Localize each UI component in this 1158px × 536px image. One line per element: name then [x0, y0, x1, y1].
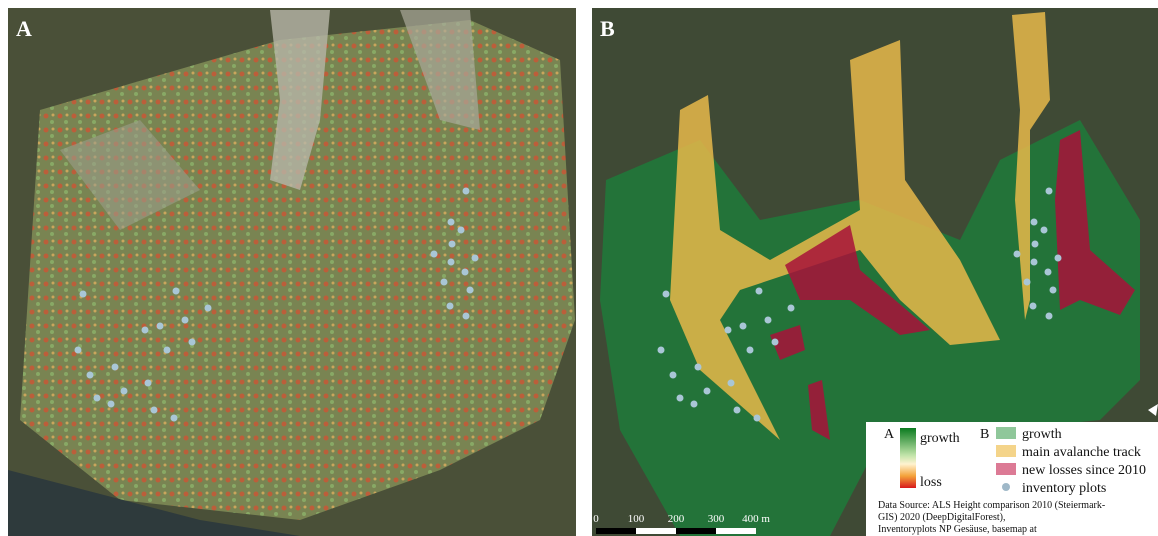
inventory-plot — [1046, 188, 1053, 195]
inventory-plot — [463, 188, 470, 195]
inventory-plot — [145, 380, 152, 387]
color-ramp — [900, 428, 916, 488]
inventory-plot — [663, 291, 670, 298]
inventory-plot — [112, 364, 119, 371]
inventory-plot — [658, 347, 665, 354]
figure: A B 0 100 200 300 400 m A growth loss B — [0, 0, 1158, 536]
inventory-plot — [670, 372, 677, 379]
inventory-plot — [458, 227, 465, 234]
legend-text: inventory plots — [1022, 481, 1106, 496]
inventory-plot — [87, 372, 94, 379]
inventory-plot — [182, 317, 189, 324]
inventory-plot — [472, 255, 479, 262]
inventory-plot — [740, 323, 747, 330]
inventory-plot — [754, 415, 761, 422]
inventory-plot — [447, 303, 454, 310]
panel-label: A — [16, 16, 32, 41]
legend-label: A — [884, 427, 895, 442]
inventory-plot — [1014, 251, 1021, 258]
legend-text: growth — [920, 431, 960, 446]
inventory-plot — [1050, 287, 1057, 294]
inventory-plot — [189, 339, 196, 346]
source-text: Inventoryplots NP Gesäuse, basemap at — [878, 524, 1037, 535]
legend-text: growth — [1022, 427, 1062, 442]
legend-label: B — [980, 427, 989, 442]
inventory-plot — [695, 364, 702, 371]
inventory-plot — [441, 279, 448, 286]
inventory-plot — [1041, 227, 1048, 234]
inventory-plot — [765, 317, 772, 324]
inventory-plot — [756, 288, 763, 295]
inventory-plot — [151, 407, 158, 414]
panel-a: A — [8, 8, 576, 536]
legend-text: main avalanche track — [1022, 445, 1141, 460]
inventory-plot — [94, 395, 101, 402]
inventory-plot — [1030, 303, 1037, 310]
inventory-plot — [728, 380, 735, 387]
inventory-plot — [463, 313, 470, 320]
inventory-plot — [75, 347, 82, 354]
scale-label: 0 — [593, 513, 599, 525]
legend-swatch — [1002, 483, 1010, 491]
legend: A growth loss B growth main avalanche tr… — [866, 422, 1158, 536]
inventory-plot — [164, 347, 171, 354]
inventory-plot — [108, 401, 115, 408]
inventory-plot — [725, 327, 732, 334]
inventory-plot — [1055, 255, 1062, 262]
inventory-plot — [157, 323, 164, 330]
legend-swatch — [996, 427, 1016, 439]
inventory-plot — [1045, 269, 1052, 276]
source-text: Data Source: ALS Height comparison 2010 … — [878, 500, 1105, 511]
inventory-plot — [171, 415, 178, 422]
inventory-plot — [173, 288, 180, 295]
legend-text: loss — [920, 475, 942, 490]
inventory-plot — [205, 305, 212, 312]
inventory-plot — [142, 327, 149, 334]
scale-label: 300 — [708, 513, 725, 525]
inventory-plot — [788, 305, 795, 312]
inventory-plot — [1024, 279, 1031, 286]
inventory-plot — [462, 269, 469, 276]
panel-label: B — [600, 16, 615, 41]
inventory-plot — [448, 259, 455, 266]
inventory-plot — [80, 291, 87, 298]
scale-label: 200 — [668, 513, 685, 525]
panel-b: B 0 100 200 300 400 m A growth loss B gr… — [592, 8, 1158, 536]
inventory-plot — [431, 251, 438, 258]
inventory-plot — [121, 388, 128, 395]
inventory-plot — [747, 347, 754, 354]
inventory-plot — [449, 241, 456, 248]
inventory-plot — [704, 388, 711, 395]
page: A B 0 100 200 300 400 m A growth loss B — [0, 0, 1158, 536]
legend-swatch — [996, 463, 1016, 475]
legend-text: new losses since 2010 — [1022, 463, 1146, 478]
inventory-plot — [772, 339, 779, 346]
inventory-plot — [1046, 313, 1053, 320]
inventory-plot — [691, 401, 698, 408]
scale-label: 100 — [628, 513, 645, 525]
inventory-plot — [734, 407, 741, 414]
inventory-plot — [448, 219, 455, 226]
inventory-plot — [467, 287, 474, 294]
inventory-plot — [1031, 219, 1038, 226]
scale-label: 400 m — [742, 513, 770, 525]
inventory-plot — [1032, 241, 1039, 248]
inventory-plot — [677, 395, 684, 402]
legend-swatch — [996, 445, 1016, 457]
inventory-plot — [1031, 259, 1038, 266]
source-text: GIS) 2020 (DeepDigitalForest), — [878, 512, 1005, 523]
